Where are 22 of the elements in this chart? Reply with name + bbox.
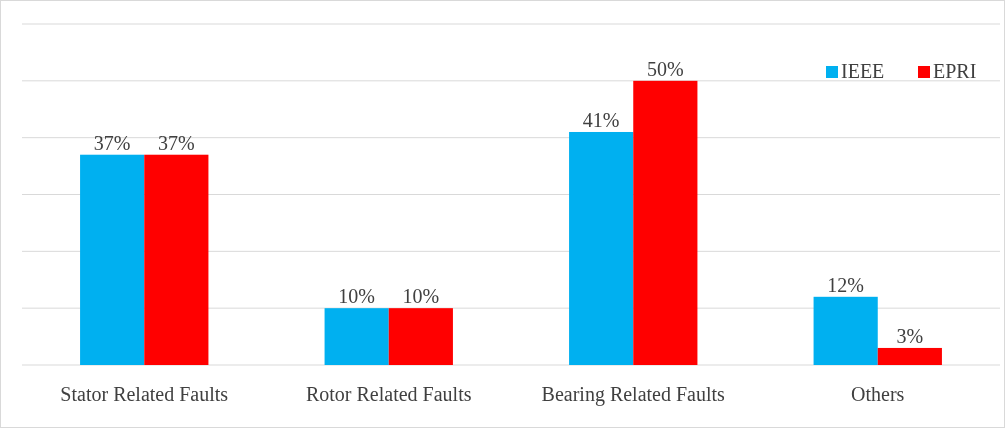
- data-label: 3%: [896, 324, 924, 347]
- data-label: 37%: [158, 131, 195, 154]
- data-label: 10%: [338, 285, 375, 308]
- data-label: 12%: [827, 273, 864, 296]
- data-label: 37%: [93, 131, 131, 154]
- data-label: 41%: [582, 108, 620, 131]
- bar: [569, 131, 634, 365]
- data-label: 10%: [402, 285, 440, 308]
- bar: [388, 308, 453, 365]
- data-label: 50%: [647, 57, 684, 80]
- bar: [324, 308, 389, 365]
- x-tick-label: Rotor Related Faults: [305, 383, 472, 405]
- x-tick-label: Bearing Related Faults: [541, 383, 726, 406]
- bar: [877, 347, 942, 365]
- legend-label: EPRI: [933, 60, 977, 82]
- bar: [80, 154, 145, 365]
- bar: [144, 154, 209, 365]
- bar: [633, 80, 698, 365]
- x-tick-label: Others: [851, 383, 905, 405]
- x-tick-label: Stator Related Faults: [60, 383, 229, 405]
- legend-label: IEEE: [841, 60, 885, 82]
- bar: [813, 296, 878, 365]
